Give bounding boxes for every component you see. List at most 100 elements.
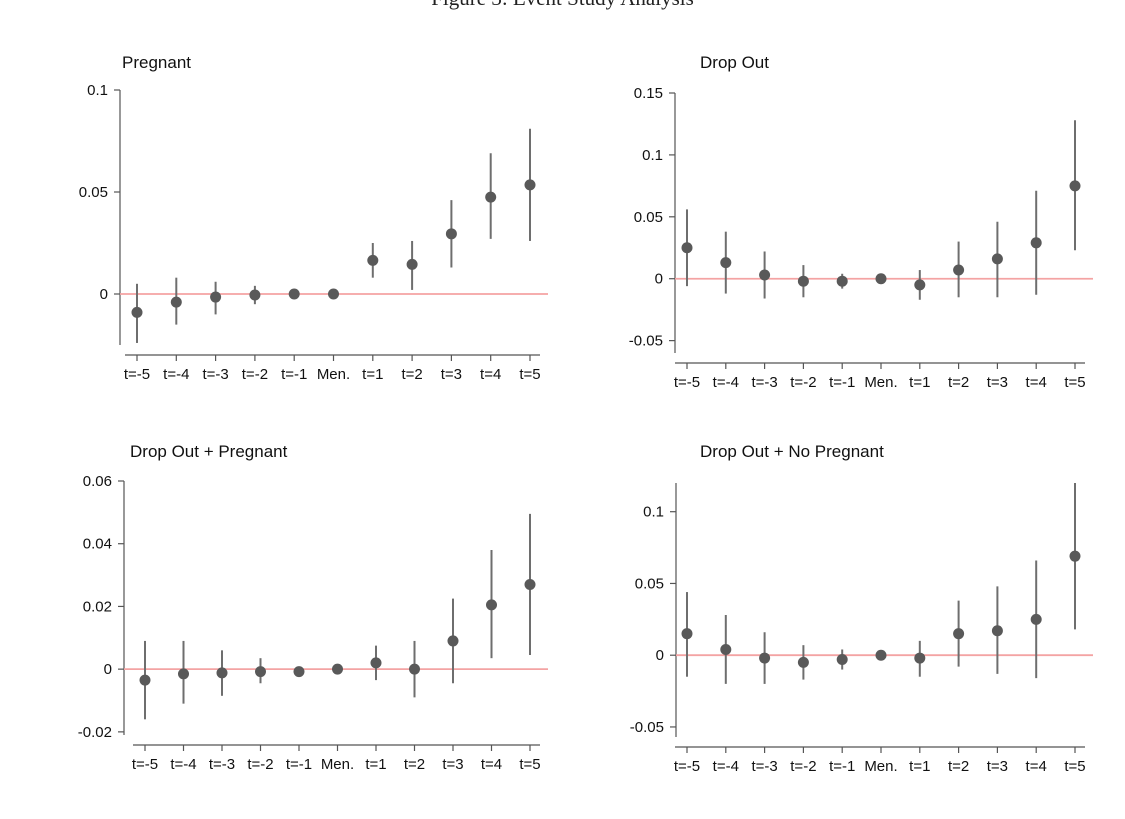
x-tick-label: t=3 (987, 758, 1008, 775)
point-estimate (1069, 180, 1081, 192)
x-tick-label: t=-1 (281, 366, 307, 383)
x-tick-label: t=4 (481, 756, 502, 773)
x-tick-label: t=4 (1026, 758, 1047, 775)
y-tick-label: 0.05 (634, 209, 663, 226)
point-estimate (914, 652, 926, 664)
x-tick-label: t=-4 (170, 756, 196, 773)
point-estimate (178, 668, 189, 680)
x-tick-label: t=3 (987, 374, 1008, 391)
x-tick-label: t=1 (365, 756, 386, 773)
y-tick-label: 0.05 (635, 575, 664, 592)
x-tick-label: t=-3 (751, 374, 777, 391)
x-tick-label: t=5 (519, 756, 540, 773)
chart-title: Drop Out (700, 53, 769, 72)
point-estimate (836, 275, 848, 287)
x-tick-label: t=-1 (829, 374, 855, 391)
point-estimate (216, 667, 228, 679)
y-tick-label: 0.15 (634, 85, 663, 102)
point-estimate (914, 279, 926, 291)
x-tick-label: t=-2 (790, 758, 816, 775)
point-estimate (249, 289, 261, 301)
x-tick-label: t=-2 (790, 374, 816, 391)
x-tick-label: Men. (864, 374, 897, 391)
point-estimate (170, 296, 182, 308)
point-estimate (797, 656, 809, 668)
point-estimate (524, 179, 536, 191)
point-estimate (139, 674, 151, 686)
x-tick-label: t=-4 (713, 758, 739, 775)
y-tick-label: 0.1 (642, 147, 663, 164)
point-estimate (332, 663, 343, 675)
y-tick-label: 0.02 (83, 598, 112, 615)
point-estimate (720, 643, 732, 655)
x-tick-label: t=3 (442, 756, 463, 773)
x-tick-label: t=-2 (247, 756, 273, 773)
point-estimate (485, 191, 497, 203)
x-tick-label: t=2 (404, 756, 425, 773)
chart-title: Drop Out + Pregnant (130, 442, 288, 461)
x-tick-label: t=4 (480, 366, 501, 383)
point-estimate (1069, 550, 1081, 562)
point-estimate (131, 306, 143, 318)
point-estimate (875, 273, 887, 285)
point-estimate (681, 628, 693, 640)
point-estimate (953, 628, 965, 640)
point-estimate (367, 254, 379, 266)
y-tick-label: -0.02 (78, 724, 112, 741)
point-estimate (328, 288, 339, 300)
point-estimate (875, 649, 887, 661)
point-estimate (406, 258, 418, 270)
point-estimate (486, 599, 497, 611)
point-estimate (759, 652, 771, 664)
point-estimate (447, 635, 459, 647)
x-tick-label: t=2 (948, 758, 969, 775)
point-estimate (255, 666, 266, 678)
point-estimate (445, 228, 457, 240)
x-tick-label: t=-5 (674, 758, 700, 775)
point-estimate (370, 657, 382, 669)
x-tick-label: Men. (317, 366, 350, 383)
point-estimate (1030, 237, 1042, 249)
point-estimate (524, 578, 536, 590)
x-tick-label: t=-1 (829, 758, 855, 775)
point-estimate (991, 625, 1003, 637)
point-estimate (953, 264, 965, 276)
point-estimate (991, 253, 1003, 265)
y-tick-label: -0.05 (630, 719, 664, 736)
x-tick-label: t=-3 (209, 756, 235, 773)
y-tick-label: 0.1 (87, 82, 108, 99)
x-tick-label: t=5 (519, 366, 540, 383)
y-tick-label: 0 (100, 286, 108, 303)
y-tick-label: 0 (656, 647, 664, 664)
x-tick-label: t=-4 (163, 366, 189, 383)
chart-title: Drop Out + No Pregnant (700, 442, 884, 461)
point-estimate (836, 654, 848, 666)
figure-caption: Figure 3: Event Study Analysis (0, 0, 1125, 11)
y-tick-label: 0.05 (79, 184, 108, 201)
y-tick-label: 0.06 (83, 473, 112, 490)
x-tick-label: t=-1 (286, 756, 312, 773)
x-tick-label: t=-3 (751, 758, 777, 775)
x-tick-label: Men. (864, 758, 897, 775)
x-tick-label: t=2 (401, 366, 422, 383)
point-estimate (759, 269, 771, 281)
point-estimate (797, 275, 809, 287)
x-tick-label: t=-4 (713, 374, 739, 391)
chart-panel-drop-out: Drop Out -0.05 0 0.05 0.1 0.15 t=-5 t=-4 t=-3 t=-… (629, 53, 1093, 391)
point-estimate (409, 663, 420, 675)
x-tick-label: t=1 (909, 374, 930, 391)
point-estimate (1030, 613, 1042, 625)
x-tick-label: t=2 (948, 374, 969, 391)
x-tick-label: t=1 (909, 758, 930, 775)
x-tick-label: t=-5 (132, 756, 158, 773)
x-tick-label: Men. (321, 756, 354, 773)
y-tick-label: 0.04 (83, 536, 112, 553)
y-tick-label: 0 (104, 661, 112, 678)
point-estimate (293, 666, 305, 678)
chart-panel-drop-out-pregnant: Drop Out + Pregnant -0.02 0 0.02 0.04 0.06 t=-… (78, 442, 548, 773)
y-tick-label: -0.05 (629, 333, 663, 350)
x-tick-label: t=-5 (124, 366, 150, 383)
chart-title: Pregnant (122, 53, 191, 72)
y-tick-label: 0 (655, 271, 663, 288)
x-tick-label: t=4 (1026, 374, 1047, 391)
